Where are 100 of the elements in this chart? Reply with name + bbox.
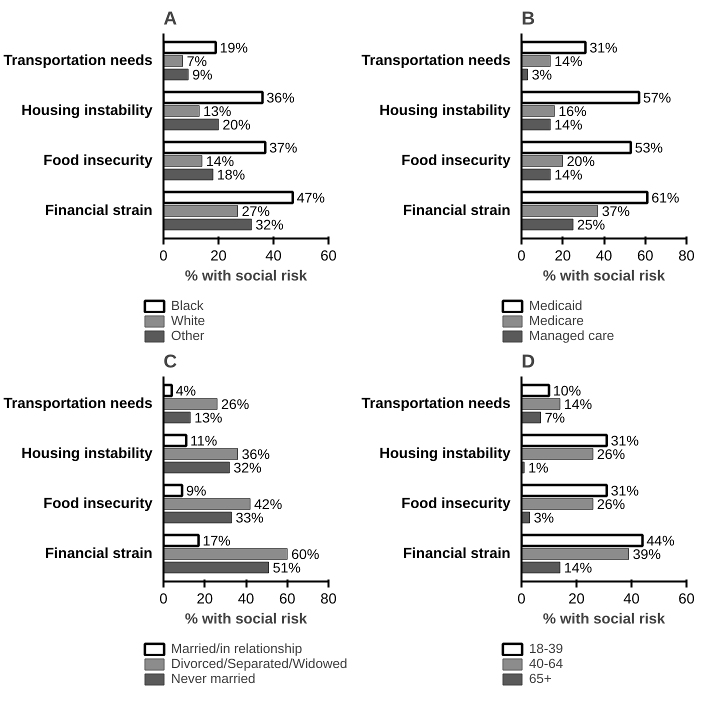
chart-title: D <box>522 350 535 372</box>
x-axis-title: % with social risk <box>542 612 666 628</box>
y-tick-label: Transportation needs <box>3 53 152 69</box>
data-label: 25% <box>577 216 606 232</box>
x-tick-label: 40 <box>265 248 282 264</box>
legend-label: Never married <box>171 671 256 686</box>
x-tick-label: 0 <box>517 592 526 608</box>
chart-title: C <box>164 350 177 372</box>
data-label: 27% <box>242 203 270 219</box>
y-tick-label: Housing instability <box>379 446 512 462</box>
data-label: 9% <box>186 482 206 498</box>
legend-label: White <box>171 313 206 328</box>
data-label: 53% <box>634 140 663 156</box>
data-label: 37% <box>602 203 630 219</box>
x-tick-label: 60 <box>678 592 695 608</box>
legend-label: Married/in relationship <box>171 641 302 656</box>
x-tick-label: 60 <box>279 592 296 608</box>
chart-title: A <box>164 8 177 28</box>
data-label: 16% <box>558 103 587 119</box>
legend-label: Medicaid <box>529 298 582 313</box>
data-label: 61% <box>651 190 680 206</box>
x-tick-label: 20 <box>210 248 227 264</box>
data-label: 39% <box>632 546 661 562</box>
data-label: 32% <box>234 460 262 476</box>
data-label: 17% <box>202 532 231 548</box>
y-tick-label: Housing instability <box>21 103 154 119</box>
data-label: 32% <box>256 216 284 232</box>
legend-label: 18-39 <box>529 641 564 656</box>
y-tick-label: Housing instability <box>379 103 512 119</box>
legend-label: 40-64 <box>529 656 564 671</box>
chart-title: B <box>522 8 535 28</box>
x-tick-label: 60 <box>637 248 654 264</box>
x-tick-label: 40 <box>596 248 612 264</box>
y-tick-label: Housing instability <box>21 446 154 462</box>
x-tick-label: 0 <box>159 592 168 608</box>
data-label: 60% <box>291 546 320 562</box>
x-axis-title: % with social risk <box>184 268 308 284</box>
data-label: 3% <box>534 510 554 526</box>
legend-label: Black <box>171 298 204 313</box>
x-tick-label: 20 <box>196 592 213 608</box>
x-tick-label: 60 <box>320 248 337 264</box>
y-tick-label: Financial strain <box>402 203 511 219</box>
y-tick-label: Transportation needs <box>361 53 510 69</box>
y-tick-label: Transportation needs <box>3 396 152 412</box>
data-label: 14% <box>564 396 592 412</box>
x-tick-label: 0 <box>517 248 526 264</box>
data-label: 9% <box>192 66 212 82</box>
x-tick-label: 20 <box>554 248 571 264</box>
legend-label: 65+ <box>529 671 552 686</box>
data-label: 36% <box>242 446 270 462</box>
y-tick-label: Food insecurity <box>43 496 154 512</box>
data-label: 14% <box>564 560 592 576</box>
y-tick-label: Financial strain <box>44 546 153 562</box>
data-label: 57% <box>643 90 672 106</box>
y-tick-label: Food insecurity <box>401 496 512 512</box>
data-label: 7% <box>186 53 207 69</box>
x-tick-label: 80 <box>678 248 695 264</box>
x-tick-label: 40 <box>238 592 254 608</box>
x-tick-label: 40 <box>623 592 640 608</box>
data-label: 14% <box>554 166 582 182</box>
data-label: 14% <box>554 53 582 69</box>
y-tick-label: Food insecurity <box>43 153 154 169</box>
data-label: 20% <box>222 116 251 132</box>
y-tick-label: Financial strain <box>402 546 511 562</box>
legend-label: Other <box>171 328 204 343</box>
data-label: 31% <box>610 432 639 448</box>
data-label: 13% <box>203 103 232 119</box>
data-label: 18% <box>217 166 246 182</box>
data-label: 14% <box>554 116 582 132</box>
data-label: 26% <box>597 496 626 512</box>
x-tick-label: 80 <box>320 592 337 608</box>
data-label: 11% <box>190 432 218 448</box>
y-tick-label: Transportation needs <box>361 396 510 412</box>
data-label: 1% <box>528 460 548 476</box>
data-label: 36% <box>266 90 295 106</box>
data-label: 33% <box>236 510 264 526</box>
data-label: 37% <box>269 140 298 156</box>
legend-label: Managed care <box>529 328 614 343</box>
data-label: 7% <box>544 410 565 426</box>
data-label: 44% <box>646 532 675 548</box>
data-label: 26% <box>221 396 250 412</box>
data-label: 10% <box>553 382 582 398</box>
data-label: 13% <box>194 410 222 426</box>
data-label: 19% <box>220 40 248 56</box>
x-tick-label: 20 <box>568 592 585 608</box>
x-axis-title: % with social risk <box>184 612 308 628</box>
data-label: 42% <box>254 496 282 512</box>
data-label: 3% <box>532 66 552 82</box>
legend-label: Divorced/Separated/Widowed <box>171 656 348 671</box>
data-label: 20% <box>566 153 595 169</box>
y-tick-label: Financial strain <box>44 203 153 219</box>
x-tick-label: 0 <box>159 248 168 264</box>
data-label: 31% <box>610 482 639 498</box>
data-label: 26% <box>597 446 626 462</box>
data-label: 4% <box>176 382 196 398</box>
legend-label: Medicare <box>529 313 584 328</box>
data-label: 31% <box>589 40 618 56</box>
x-axis-title: % with social risk <box>542 268 666 284</box>
data-label: 14% <box>206 153 234 169</box>
data-label: 51% <box>272 560 301 576</box>
